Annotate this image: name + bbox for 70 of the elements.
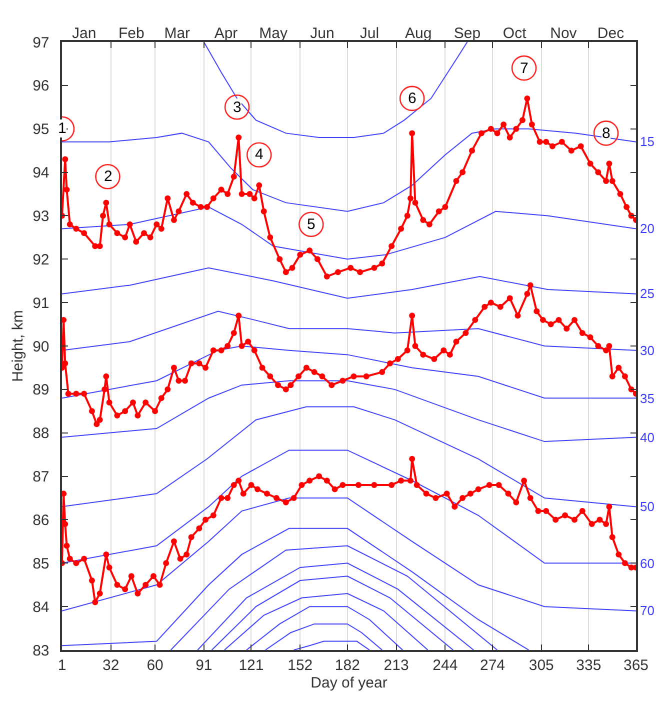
- line-series: [170, 545, 498, 650]
- series-label: 30: [640, 343, 654, 358]
- series-label: 25: [640, 286, 654, 301]
- line-series: [211, 576, 454, 650]
- x-tick-label: 213: [384, 656, 409, 674]
- annotation: 3: [233, 99, 242, 116]
- series-label: 40: [640, 430, 654, 445]
- x2-tick-label: Aug: [405, 25, 432, 42]
- annotation: 2: [104, 168, 112, 185]
- x-tick-label: 91: [196, 656, 212, 674]
- annotation: 5: [307, 216, 316, 233]
- y-tick-label: 97: [32, 34, 50, 52]
- x2-tick-label: Sep: [454, 25, 481, 42]
- y-tick-label: 94: [32, 164, 50, 182]
- y-tick-label: 89: [32, 382, 50, 399]
- annotation: 1: [58, 120, 66, 137]
- annotation: 6: [408, 90, 416, 107]
- x-tick-label: 335: [576, 656, 602, 674]
- series-label: 15: [640, 134, 654, 149]
- x-tick-label: 60: [146, 656, 164, 674]
- y-tick-label: 95: [32, 121, 50, 138]
- x-axis-title: Day of year: [310, 674, 388, 692]
- line-series: [62, 380, 636, 442]
- y-tick-label: 93: [32, 208, 50, 225]
- annotation: 8: [602, 125, 610, 142]
- x2-tick-label: Feb: [118, 25, 144, 42]
- x-tick-label: 182: [334, 656, 360, 674]
- line-series: [246, 606, 404, 650]
- x-tick-label: 152: [288, 656, 313, 674]
- annotation: 7: [520, 60, 528, 77]
- x2-tick-label: Jan: [72, 25, 96, 42]
- line-series: [62, 528, 530, 650]
- series-label: 60: [640, 556, 654, 571]
- y-tick-label: 85: [32, 555, 50, 572]
- x-tick-label: 244: [432, 656, 458, 674]
- x2-tick-label: Apr: [214, 25, 238, 42]
- line-series: [62, 267, 636, 299]
- y-tick-label: 86: [32, 512, 50, 529]
- x-tick-label: 274: [480, 656, 506, 674]
- x2-tick-label: Dec: [597, 25, 625, 42]
- x2-tick-label: Nov: [550, 25, 578, 42]
- line-series: [62, 406, 636, 508]
- x-tick-label: 365: [623, 656, 649, 674]
- x-tick-label: 1: [58, 656, 66, 674]
- y-tick-label: 84: [32, 598, 50, 616]
- x-tick-label: 305: [528, 656, 554, 674]
- y-tick-label: 91: [32, 294, 50, 312]
- series-label: 50: [640, 499, 654, 514]
- y-tick-label: 88: [32, 425, 50, 442]
- x2-tick-label: Mar: [164, 25, 190, 42]
- x2-tick-label: Jul: [360, 25, 380, 42]
- x-tick-label: 32: [102, 656, 120, 674]
- line-series: [62, 498, 636, 612]
- series-label: 20: [640, 221, 654, 236]
- annotation: 4: [255, 146, 264, 163]
- line-series: [224, 593, 428, 650]
- y-tick-label: 96: [32, 78, 50, 95]
- y-tick-label: 87: [32, 468, 50, 486]
- y-axis-title: Height, km: [9, 310, 26, 382]
- line-series: [197, 562, 474, 650]
- y-tick-label: 92: [32, 251, 50, 268]
- y-tick-label: 83: [32, 642, 50, 660]
- x2-tick-label: May: [259, 25, 288, 42]
- y-tick-label: 90: [32, 338, 50, 356]
- series-label: 70: [640, 603, 654, 618]
- x-tick-label: 121: [238, 656, 264, 674]
- line-series: [203, 42, 468, 138]
- series-label: 35: [640, 391, 654, 406]
- x2-tick-label: Jun: [310, 25, 334, 42]
- x2-tick-label: Oct: [502, 25, 528, 42]
